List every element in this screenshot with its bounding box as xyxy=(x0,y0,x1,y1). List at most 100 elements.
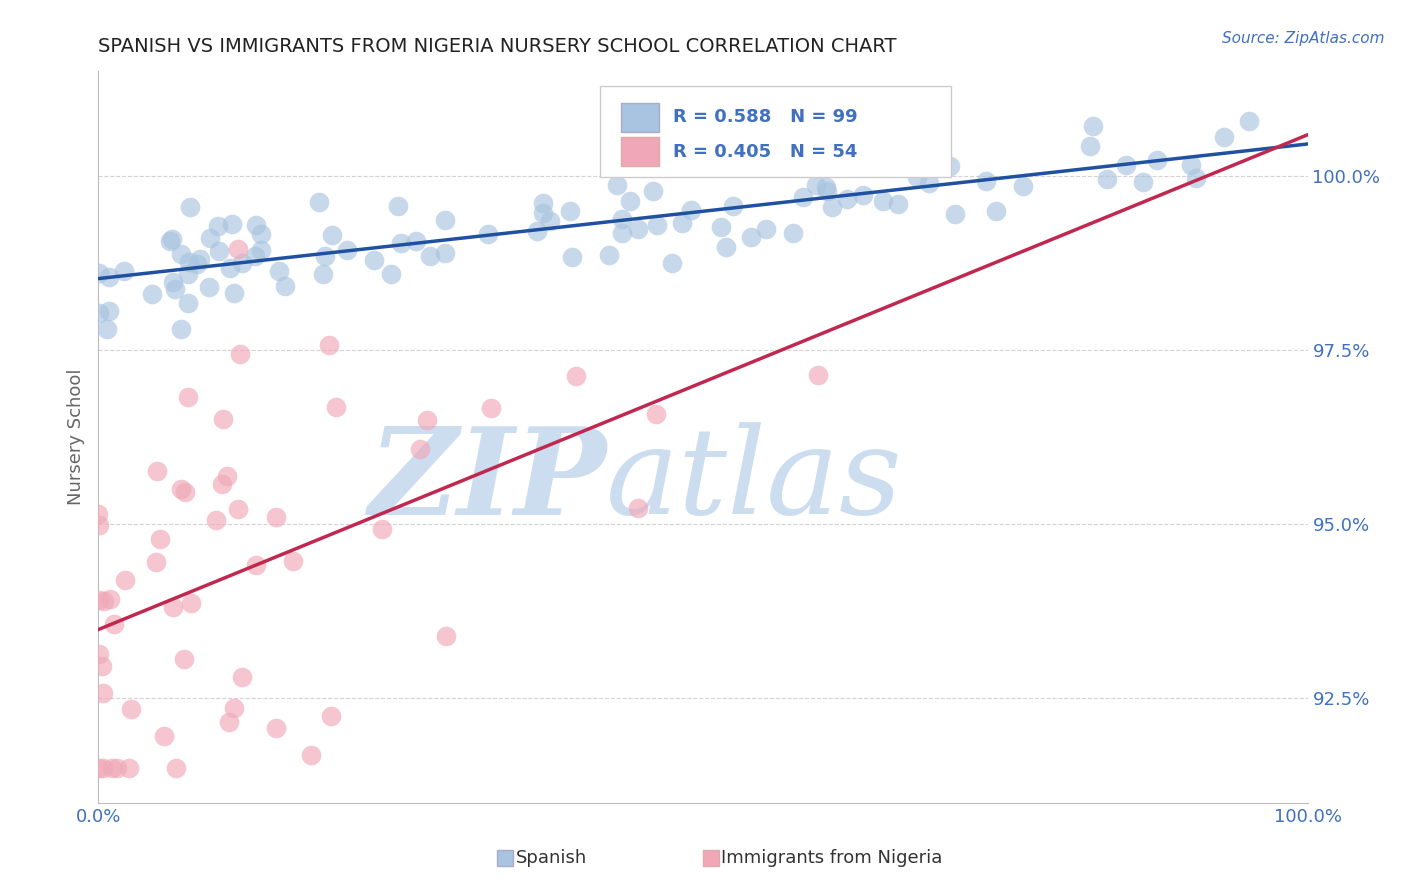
Text: ZIP: ZIP xyxy=(368,422,606,541)
Point xyxy=(434,213,457,227)
Point xyxy=(162,599,184,614)
Point xyxy=(243,249,266,263)
Point xyxy=(918,177,941,191)
Point xyxy=(912,153,935,167)
Point xyxy=(807,161,830,175)
Point xyxy=(118,761,141,775)
Point xyxy=(215,469,238,483)
Point xyxy=(371,522,394,536)
Point xyxy=(681,203,703,218)
Point xyxy=(176,296,198,310)
Point xyxy=(173,484,195,499)
Point xyxy=(363,252,385,267)
Point xyxy=(1095,172,1118,186)
Point xyxy=(89,518,111,533)
Point xyxy=(212,412,235,426)
Point xyxy=(218,714,240,729)
Point xyxy=(321,228,343,243)
Point xyxy=(433,246,456,260)
Point xyxy=(641,184,664,198)
Point xyxy=(526,224,548,238)
Point xyxy=(91,659,114,673)
Point xyxy=(87,266,110,280)
Point xyxy=(179,255,201,269)
Point xyxy=(645,219,668,233)
FancyBboxPatch shape xyxy=(498,849,513,866)
Point xyxy=(565,369,588,384)
Point xyxy=(103,616,125,631)
Point xyxy=(815,184,838,198)
FancyBboxPatch shape xyxy=(600,86,950,178)
Point xyxy=(755,222,778,236)
Point xyxy=(610,211,633,226)
Point xyxy=(141,287,163,301)
Point xyxy=(93,594,115,608)
Point xyxy=(806,368,828,382)
Point xyxy=(105,761,128,775)
Point xyxy=(114,573,136,587)
Point xyxy=(281,554,304,568)
Point xyxy=(87,592,110,607)
Point xyxy=(218,261,240,276)
Point xyxy=(714,240,737,254)
Point xyxy=(319,709,342,723)
Point xyxy=(314,249,336,263)
Point xyxy=(531,206,554,220)
Point xyxy=(984,203,1007,218)
Point xyxy=(198,280,221,294)
Point xyxy=(671,216,693,230)
Point xyxy=(710,219,733,234)
Point xyxy=(538,214,561,228)
Point xyxy=(165,761,187,775)
Point xyxy=(249,227,271,241)
Point xyxy=(782,226,804,240)
Point xyxy=(145,555,167,569)
Point xyxy=(173,651,195,665)
Point xyxy=(561,250,583,264)
Point xyxy=(479,401,502,415)
Point xyxy=(721,199,744,213)
Point xyxy=(87,647,110,661)
Point xyxy=(814,179,837,194)
Point xyxy=(101,761,124,775)
Point xyxy=(170,322,193,336)
Point xyxy=(224,701,246,715)
FancyBboxPatch shape xyxy=(621,137,659,167)
Point xyxy=(188,252,211,266)
Point xyxy=(87,508,110,522)
Point xyxy=(198,231,221,245)
Point xyxy=(558,204,581,219)
Point xyxy=(207,219,229,234)
Point xyxy=(380,267,402,281)
Point xyxy=(267,263,290,277)
Point xyxy=(905,170,928,185)
Point xyxy=(96,322,118,336)
Point xyxy=(245,218,267,232)
Point xyxy=(1012,179,1035,194)
Point xyxy=(436,629,458,643)
Point xyxy=(87,761,110,775)
Point xyxy=(1180,158,1202,172)
Point xyxy=(943,206,966,220)
Point xyxy=(160,231,183,245)
Point xyxy=(644,408,666,422)
Point xyxy=(112,264,135,278)
Point xyxy=(299,747,322,762)
Point xyxy=(804,178,827,192)
Point xyxy=(974,174,997,188)
Point xyxy=(1146,153,1168,167)
Point xyxy=(821,200,844,214)
Point xyxy=(176,390,198,404)
Point xyxy=(146,464,169,478)
Point xyxy=(1132,175,1154,189)
Point xyxy=(606,178,628,192)
Text: Source: ZipAtlas.com: Source: ZipAtlas.com xyxy=(1222,31,1385,46)
Point xyxy=(180,596,202,610)
Point xyxy=(208,244,231,259)
Point xyxy=(97,304,120,318)
Point xyxy=(163,282,186,296)
Point xyxy=(627,501,650,516)
Point xyxy=(619,194,641,208)
Point xyxy=(98,592,121,607)
Point xyxy=(153,729,176,743)
